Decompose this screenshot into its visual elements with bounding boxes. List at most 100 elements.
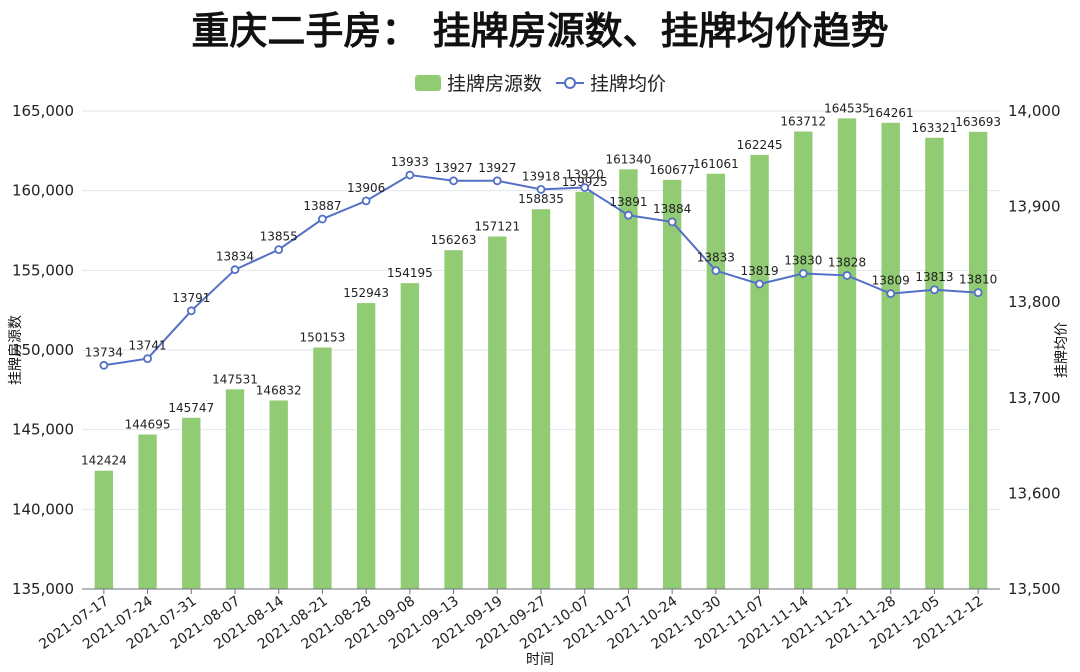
bar-data-label: 163712	[780, 115, 826, 129]
line-series	[99, 170, 983, 370]
line-data-label: 13920	[566, 167, 604, 181]
line-data-label: 13927	[434, 161, 472, 175]
bar-data-label: 162245	[737, 138, 783, 152]
bar	[182, 417, 201, 589]
bar	[531, 209, 551, 589]
bar-data-label: 164261	[868, 106, 914, 120]
line-data-label: 13918	[522, 169, 560, 183]
line-data-label: 13933	[391, 155, 429, 169]
line-data-label: 13855	[260, 230, 298, 244]
bar	[575, 191, 594, 589]
line-point	[667, 217, 677, 227]
line-data-label: 13891	[609, 195, 647, 209]
bar-data-label: 163321	[912, 121, 958, 135]
line-point	[886, 289, 896, 298]
bar-data-label: 156263	[431, 233, 477, 247]
bar-data-label: 146832	[256, 383, 302, 397]
line-data-label: 13791	[172, 291, 210, 305]
bar-series	[94, 118, 988, 590]
bar	[619, 169, 638, 590]
bar	[881, 122, 900, 590]
line-data-label: 13927	[478, 161, 516, 175]
line-data-label: 13819	[740, 264, 778, 278]
line-data-label: 13833	[697, 251, 735, 265]
chart-title: 重庆二手房： 挂牌房源数、挂牌均价趋势	[191, 9, 888, 53]
bar-data-label: 161340	[606, 152, 652, 166]
line-point	[449, 176, 458, 186]
line-point	[711, 266, 721, 276]
bar-data-label: 147531	[212, 372, 258, 386]
line-point	[798, 269, 808, 278]
bar-data-label: 154195	[387, 266, 433, 280]
bar-data-label: 160677	[649, 163, 695, 177]
bar	[968, 131, 988, 589]
bar-data-label: 144695	[125, 418, 171, 432]
line-point	[405, 170, 415, 180]
bar-data-label: 159925	[562, 175, 608, 189]
line-point	[230, 265, 240, 275]
line-point	[624, 210, 633, 220]
bar-data-label: 158835	[518, 192, 564, 206]
line-data-label: 13813	[915, 270, 953, 284]
bar	[706, 173, 726, 589]
line-point	[361, 196, 371, 206]
y-left-tick-label: 150,000	[12, 341, 74, 359]
bar	[750, 154, 769, 589]
bar	[269, 400, 288, 589]
bar	[444, 250, 463, 589]
line-point	[755, 279, 764, 289]
y-left-tick-label: 135,000	[12, 580, 74, 598]
line-point	[274, 245, 284, 255]
y-left-tick-label: 145,000	[12, 421, 74, 439]
line-point	[930, 285, 939, 295]
y-right-tick-label: 13,500	[1008, 580, 1061, 598]
bar-data-label: 161061	[693, 157, 739, 171]
y-right-tick-label: 13,700	[1008, 389, 1061, 407]
line-data-label: 13809	[872, 274, 910, 288]
y-right-tick-label: 13,900	[1008, 198, 1061, 216]
bar-data-label: 152943	[343, 286, 389, 300]
bar	[400, 283, 420, 589]
bar-data-label: 150153	[300, 331, 346, 345]
y-left-tick-label: 165,000	[12, 102, 74, 120]
bar-data-label: 142424	[81, 454, 127, 468]
y-axis-right-title: 挂牌均价	[1053, 322, 1070, 378]
bar	[925, 137, 944, 589]
bar	[138, 434, 157, 589]
bar-data-label: 157121	[474, 220, 520, 234]
bar	[313, 347, 332, 589]
legend[interactable]: 挂牌房源数 挂牌均价	[415, 73, 666, 95]
legend-label-bar[interactable]: 挂牌房源数	[447, 73, 542, 95]
y-left-tick-label: 155,000	[12, 261, 74, 279]
line-data-label: 13834	[216, 250, 254, 264]
line-data-label: 13828	[828, 255, 866, 269]
line-data-label: 13830	[784, 254, 822, 268]
line-point	[580, 183, 590, 192]
y-axis-left-title: 挂牌房源数	[7, 315, 24, 385]
bar	[837, 118, 857, 589]
legend-line-marker[interactable]	[564, 77, 576, 89]
line-point	[842, 271, 852, 280]
line-point	[143, 354, 152, 364]
line-labels: 13734 13741 13791 13834 13855 13887 13906 13933…	[85, 155, 997, 359]
line-data-label: 13906	[347, 181, 385, 195]
line-point	[99, 360, 109, 370]
line-data-label: 13741	[128, 339, 166, 353]
line-point	[318, 214, 327, 224]
bar	[488, 236, 507, 589]
bar	[662, 179, 682, 589]
bar-data-label: 163693	[955, 115, 1001, 129]
line-point	[973, 288, 983, 298]
bar	[794, 131, 813, 589]
bar-data-label: 145747	[168, 401, 214, 415]
legend-bar-swatch[interactable]	[415, 75, 441, 91]
bar	[356, 303, 376, 589]
y-right-tick-label: 13,600	[1008, 484, 1061, 502]
line-point	[186, 306, 196, 316]
x-axis: 2021-07-172021-07-242021-07-312021-08-07…	[36, 588, 1000, 653]
y-axis-left: 135,000 140,000 145,000 150,000 155,000 160,0…	[12, 102, 74, 598]
legend-label-line[interactable]: 挂牌均价	[590, 73, 666, 95]
